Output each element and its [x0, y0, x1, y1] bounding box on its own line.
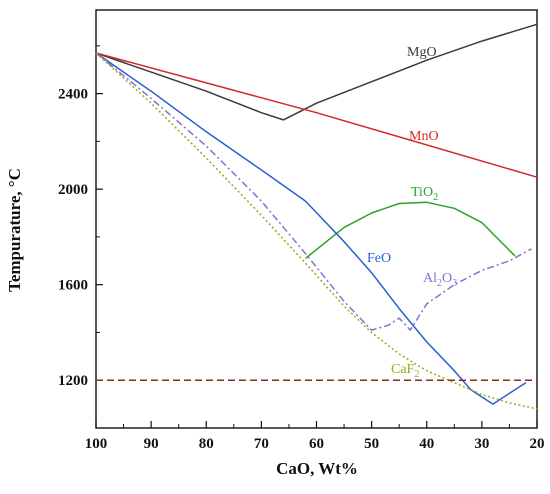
y-tick-label: 2000	[58, 182, 88, 198]
x-tick-label: 100	[85, 436, 108, 452]
series-label-feo: FeO	[367, 251, 391, 266]
series-line-tio2	[305, 201, 516, 259]
series-label-caf2: CaF2	[391, 362, 419, 380]
x-tick-label: 80	[199, 436, 214, 452]
series-label-mgo: MgO	[407, 45, 437, 60]
series-line-caf2	[95, 52, 538, 410]
x-tick-label: 20	[530, 436, 545, 452]
series-line-al2o3	[95, 52, 532, 331]
x-tick-label: 70	[254, 436, 269, 452]
series-line-mno	[95, 52, 538, 178]
series-label-al2o3: Al2O3	[423, 271, 457, 289]
y-tick-label: 1200	[58, 373, 88, 389]
series-label-tio2: TiO2	[411, 185, 438, 203]
y-tick-label: 2400	[58, 87, 88, 103]
x-tick-label: 30	[474, 436, 489, 452]
x-tick-label: 60	[309, 436, 324, 452]
x-tick-label: 50	[364, 436, 379, 452]
series-line-feo	[95, 52, 527, 405]
y-axis-title: Tempurature, °C	[5, 168, 24, 292]
x-tick-label: 40	[419, 436, 434, 452]
y-tick-label: 1600	[58, 278, 88, 294]
plot-frame	[95, 9, 538, 429]
x-axis-title: CaO, Wt%	[276, 459, 358, 478]
x-tick-label: 90	[144, 436, 159, 452]
series-line-mgo	[95, 23, 538, 121]
series-label-mno: MnO	[409, 129, 439, 144]
